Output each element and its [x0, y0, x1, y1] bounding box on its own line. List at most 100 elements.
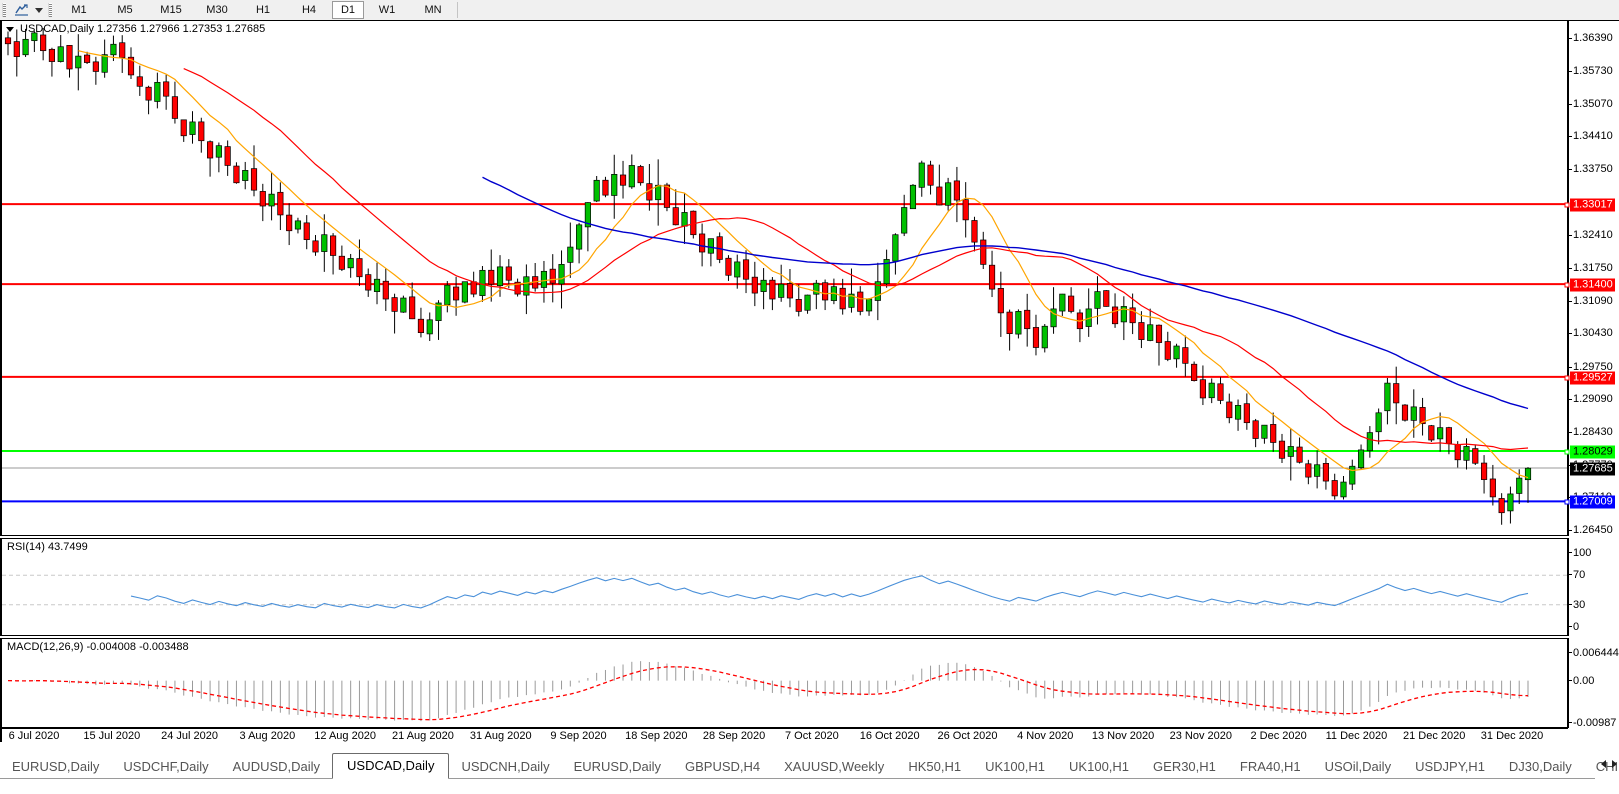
- timeframe-mn[interactable]: MN: [424, 4, 442, 16]
- chart-tab-uk100-h1[interactable]: UK100,H1: [985, 759, 1046, 774]
- date-tick-label: 16 Oct 2020: [859, 730, 920, 742]
- date-tick-label: 21 Dec 2020: [1403, 730, 1466, 742]
- rsi-tick-label: 70: [1573, 569, 1586, 582]
- chart-tab-ger30-h1[interactable]: GER30,H1: [1153, 759, 1216, 774]
- price-label-last-price[interactable]: 1.27685: [1570, 462, 1615, 476]
- crosshair-icon[interactable]: [10, 1, 32, 19]
- price-tick-label: 1.33750: [1573, 162, 1613, 175]
- timeframe-h4[interactable]: H4: [301, 4, 317, 16]
- price-tick-label: 1.35070: [1573, 97, 1613, 110]
- date-tick-label: 23 Nov 2020: [1169, 730, 1233, 742]
- rsi-scale: 100 70 30 0: [1568, 538, 1619, 636]
- date-tick-label: 6 Jul 2020: [8, 730, 60, 742]
- date-axis[interactable]: 6 Jul 2020 15 Jul 2020 24 Jul 2020 3 Aug 20…: [0, 728, 1568, 743]
- price-label-support[interactable]: 1.28029: [1570, 445, 1615, 459]
- symbol-info-line: USDCAD,Daily 1.27356 1.27966 1.27353 1.2…: [6, 23, 265, 35]
- chart-tab-usdcnh-daily[interactable]: USDCNH,Daily: [461, 759, 550, 774]
- level-drag-handle[interactable]: [1564, 499, 1570, 505]
- macd-chart-canvas: [7, 661, 1529, 722]
- timeframe-m5[interactable]: M5: [117, 4, 133, 16]
- macd-tickmark: [1569, 722, 1572, 723]
- date-tick-label: 15 Jul 2020: [83, 730, 141, 742]
- price-label-support[interactable]: 1.27009: [1570, 495, 1615, 509]
- macd-tick-label: -0.00987: [1573, 717, 1617, 729]
- level-drag-handle[interactable]: [1564, 375, 1570, 381]
- toolbar-divider: [457, 2, 458, 18]
- timeframe-grip[interactable]: [48, 3, 52, 17]
- timeframe-group: M1 M5 M15 M30 H1 H4 D1 W1 MN: [56, 1, 456, 19]
- rsi-pane[interactable]: RSI(14) 43.7499: [0, 538, 1568, 636]
- chart-tab-usdjpy-h1[interactable]: USDJPY,H1: [1415, 759, 1485, 774]
- macd-pane[interactable]: MACD(12,26,9) -0.004008 -0.003488: [0, 638, 1568, 728]
- date-tick-label: 31 Aug 2020: [469, 730, 532, 742]
- rsi-tick-label: 0: [1573, 621, 1580, 633]
- chart-tab-xauusd-weekly[interactable]: XAUUSD,Weekly: [784, 759, 885, 774]
- price-tick-label: 1.34410: [1573, 130, 1613, 143]
- chart-tab-fra40-h1[interactable]: FRA40,H1: [1239, 759, 1301, 774]
- price-tickmark: [1569, 366, 1572, 368]
- timeframe-d1[interactable]: D1: [332, 1, 364, 19]
- date-tick-label: 24 Jul 2020: [161, 730, 219, 742]
- price-tickmark: [1569, 267, 1572, 269]
- price-tick-label: 1.28430: [1573, 426, 1613, 439]
- chart-tab-eurusd-daily[interactable]: EURUSD,Daily: [573, 759, 661, 774]
- scroll-left-icon[interactable]: [1601, 760, 1606, 768]
- symbol-ohlc-text: USDCAD,Daily 1.27356 1.27966 1.27353 1.2…: [20, 23, 266, 35]
- date-tick-label: 11 Dec 2020: [1325, 730, 1388, 742]
- toolbar-grip[interactable]: [2, 3, 6, 17]
- rsi-tickmark: [1569, 574, 1572, 576]
- date-tick-label: 18 Sep 2020: [625, 730, 688, 742]
- chart-tab-usdchf-daily[interactable]: USDCHF,Daily: [123, 759, 209, 774]
- chart-tab-dj30-daily[interactable]: DJ30,Daily: [1508, 759, 1572, 774]
- chart-tab-hk50-h1[interactable]: HK50,H1: [908, 759, 962, 774]
- price-tick-label: 1.26450: [1573, 524, 1613, 537]
- level-drag-handle[interactable]: [1564, 202, 1570, 208]
- timeframe-m30[interactable]: M30: [206, 4, 228, 16]
- date-tick-label: 12 Aug 2020: [314, 730, 377, 742]
- macd-tickmark: [1569, 652, 1572, 653]
- rsi-label: RSI(14) 43.7499: [7, 541, 88, 553]
- toolbar: M1 M5 M15 M30 H1 H4 D1 W1 MN: [0, 0, 1619, 21]
- rsi-tickmark: [1569, 552, 1572, 553]
- chart-tab-usdcad-daily[interactable]: USDCAD,Daily: [332, 753, 450, 779]
- timeframe-w1[interactable]: W1: [378, 4, 396, 16]
- price-tick-label: 1.35730: [1573, 64, 1613, 77]
- price-tick-label: 1.31090: [1573, 294, 1613, 307]
- price-tickmark: [1569, 399, 1572, 401]
- chart-tab-eurusd-daily[interactable]: EURUSD,Daily: [12, 759, 100, 774]
- collapse-caret-icon[interactable]: [6, 26, 14, 32]
- rsi-chart-canvas: [2, 574, 1567, 609]
- price-scale[interactable]: 1.36390 1.35730 1.35070 1.34410 1.33750 1.324…: [1564, 21, 1619, 537]
- scroll-right-icon[interactable]: [1612, 760, 1617, 768]
- price-tickmark: [1569, 432, 1572, 434]
- chart-tab-usoil-daily[interactable]: USOil,Daily: [1324, 759, 1392, 774]
- chart-tab-gbpusd-h4[interactable]: GBPUSD,H4: [684, 759, 761, 774]
- timeframe-m1[interactable]: M1: [71, 4, 87, 16]
- price-tick-label: 1.29750: [1573, 360, 1613, 373]
- chart-tab-audusd-daily[interactable]: AUDUSD,Daily: [232, 759, 321, 774]
- price-label-resistance[interactable]: 1.31400: [1570, 278, 1615, 292]
- level-drag-handle[interactable]: [1564, 282, 1570, 288]
- price-tick-label: 1.30430: [1573, 327, 1613, 340]
- price-label-resistance[interactable]: 1.29527: [1570, 371, 1615, 385]
- price-tick-label: 1.29090: [1573, 393, 1613, 406]
- price-pane[interactable]: USDCAD,Daily 1.27356 1.27966 1.27353 1.2…: [0, 21, 1568, 536]
- timeframe-m15[interactable]: M15: [160, 4, 182, 16]
- chart-tab-uk100-h1[interactable]: UK100,H1: [1069, 759, 1130, 774]
- date-tick-label: 3 Aug 2020: [239, 730, 296, 742]
- timeframe-h1[interactable]: H1: [255, 4, 271, 16]
- date-tick-label: 21 Aug 2020: [392, 730, 454, 742]
- price-label-resistance[interactable]: 1.33017: [1570, 198, 1615, 212]
- level-drag-handle[interactable]: [1564, 449, 1570, 455]
- chart-tabs: EURUSD,Daily USDCHF,Daily AUDUSD,Daily USDC…: [0, 752, 1619, 779]
- price-tickmark: [1569, 103, 1572, 105]
- date-tick-label: 9 Sep 2020: [550, 730, 607, 742]
- rsi-tickmark: [1569, 603, 1572, 605]
- tab-nav[interactable]: [1601, 760, 1617, 768]
- date-tick-label: 31 Dec 2020: [1480, 730, 1544, 742]
- dropdown-caret-icon[interactable]: [32, 1, 46, 19]
- chart-area: USDCAD,Daily 1.27356 1.27966 1.27353 1.2…: [0, 20, 1619, 743]
- price-tickmark: [1569, 38, 1572, 40]
- price-chart-canvas: [2, 27, 1567, 525]
- date-tick-label: 28 Sep 2020: [702, 730, 766, 742]
